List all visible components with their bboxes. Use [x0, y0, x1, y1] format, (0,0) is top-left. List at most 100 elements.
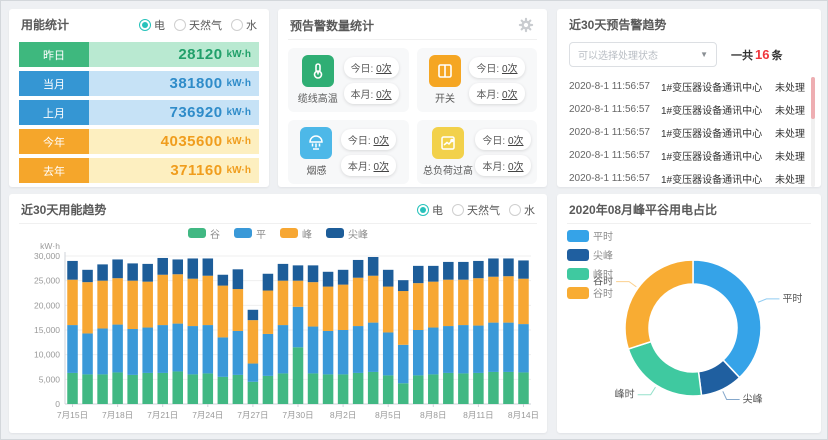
radio-electricity[interactable]: 电 — [417, 202, 443, 218]
stat-unit: kW·h — [226, 107, 251, 118]
alarm-device: 1#变压器设备通讯中心 — [661, 129, 763, 140]
alarm-trend-title: 近30天预告警趋势 — [569, 18, 667, 32]
donut-chart-legend: 平时 尖峰 峰时 谷时 — [567, 228, 613, 300]
divider — [288, 39, 537, 40]
stat-row-last-month: 上月 736920 kW·h — [19, 100, 259, 125]
stat-value: 371160 — [170, 162, 223, 179]
svg-text:7月18日: 7月18日 — [102, 410, 133, 420]
alarm-status: 未处理 — [775, 83, 805, 94]
status-filter-select[interactable]: 可以选择处理状态 ▼ — [569, 42, 717, 67]
alarm-device: 1#变压器设备通讯中心 — [661, 106, 763, 117]
radio-label: 水 — [524, 204, 535, 217]
smoke-detector-icon — [300, 127, 333, 159]
alarm-card-overload: 总负荷过高 今日: 0次 本月: 0次 — [416, 120, 537, 184]
alarm-trend-panel: 近30天预告警趋势 可以选择处理状态 ▼ 一共 16 条 2020-8-1 11:5… — [557, 9, 821, 187]
legend-item-尖峰[interactable]: 尖峰 — [567, 247, 613, 262]
svg-text:7月30日: 7月30日 — [282, 410, 313, 420]
legend-item-谷[interactable]: 谷 — [188, 226, 220, 241]
stat-label: 上月 — [19, 100, 89, 125]
legend-label: 谷 — [210, 229, 220, 241]
legend-label: 峰时 — [593, 270, 613, 281]
settings-gear-icon[interactable] — [517, 16, 535, 34]
radio-water[interactable]: 水 — [509, 202, 535, 218]
radio-icon — [452, 203, 464, 216]
svg-text:25,000: 25,000 — [34, 276, 60, 286]
svg-text:8月11日: 8月11日 — [463, 410, 494, 420]
scrollbar-thumb[interactable] — [811, 77, 815, 119]
alarm-card-label: 总负荷过高 — [422, 166, 473, 177]
today-count-pill: 今日: 0次 — [343, 56, 399, 78]
alarm-row[interactable]: 2020-8-1 11:56:57 1#变压器设备通讯中心 未处理 — [569, 121, 805, 144]
switch-icon — [428, 55, 461, 87]
legend-item-峰[interactable]: 峰 — [280, 226, 312, 241]
legend-label: 平 — [256, 229, 266, 241]
alarm-count-panel: 预告警数量统计 缆线高温 — [278, 9, 547, 187]
legend-item-尖峰[interactable]: 尖峰 — [326, 226, 368, 241]
alarm-total-count: 16 — [755, 46, 770, 62]
month-count-link[interactable]: 0次 — [376, 89, 392, 101]
alarm-row[interactable]: 2020-8-1 11:56:57 1#变压器设备通讯中心 未处理 — [569, 144, 805, 167]
alarm-device: 1#变压器设备通讯中心 — [661, 175, 763, 186]
legend-swatch — [567, 229, 589, 242]
alarm-row[interactable]: 2020-8-1 11:56:57 1#变压器设备通讯中心 未处理 — [569, 98, 805, 121]
today-count-link[interactable]: 0次 — [373, 135, 390, 147]
legend-label: 谷时 — [593, 289, 613, 300]
status-filter-placeholder: 可以选择处理状态 — [578, 51, 658, 62]
stat-row-last-year: 去年 371160 kW·h — [19, 158, 259, 183]
alarm-time: 2020-8-1 11:56:57 — [569, 127, 650, 138]
month-count-link[interactable]: 0次 — [373, 161, 390, 173]
month-count-link[interactable]: 0次 — [501, 89, 518, 101]
today-count-pill: 今日: 0次 — [469, 56, 525, 78]
month-count-pill: 本月: 0次 — [343, 82, 399, 104]
legend-label: 尖峰 — [348, 229, 368, 241]
radio-selected-icon — [139, 18, 151, 31]
donut-panel: 2020年08月峰平谷用电占比 平时 尖峰 峰时 谷时 平时 尖峰 峰时 谷时 — [557, 194, 821, 433]
legend-item-平时[interactable]: 平时 — [567, 228, 613, 243]
legend-swatch — [567, 286, 589, 299]
alarm-status: 未处理 — [775, 152, 805, 163]
svg-text:8月14日: 8月14日 — [508, 410, 539, 420]
radio-water[interactable]: 水 — [231, 17, 257, 33]
alarm-time: 2020-8-1 11:56:57 — [569, 173, 650, 184]
alarm-status: 未处理 — [775, 106, 805, 117]
legend-item-平[interactable]: 平 — [234, 226, 266, 241]
month-count-link[interactable]: 0次 — [507, 161, 524, 173]
stat-label: 昨日 — [19, 42, 89, 67]
alarm-card-label: 缆线高温 — [297, 94, 338, 105]
alarm-total-line: 一共 16 条 — [731, 46, 783, 62]
alarm-count-title: 预告警数量统计 — [290, 18, 375, 33]
radio-icon — [231, 18, 243, 31]
alarm-status: 未处理 — [775, 175, 805, 186]
stat-row-current-month: 当月 381800 kW·h — [19, 71, 259, 96]
legend-swatch — [234, 228, 252, 238]
legend-label: 平时 — [593, 232, 613, 243]
radio-electricity[interactable]: 电 — [139, 17, 165, 33]
month-count-pill: 本月: 0次 — [469, 82, 525, 104]
radio-selected-icon — [417, 203, 429, 216]
radio-gas[interactable]: 天然气 — [452, 202, 500, 218]
alarm-card-cable-temp: 缆线高温 今日: 0次 本月: 0次 — [288, 48, 409, 112]
legend-swatch — [567, 267, 589, 280]
alarm-row[interactable]: 2020-8-1 11:56:57 1#变压器设备通讯中心 未处理 — [569, 167, 805, 190]
svg-text:kW·h: kW·h — [40, 241, 60, 251]
today-count-link[interactable]: 0次 — [501, 63, 518, 75]
svg-text:8月8日: 8月8日 — [420, 410, 446, 420]
today-count-link[interactable]: 0次 — [507, 135, 524, 147]
legend-item-峰时[interactable]: 峰时 — [567, 266, 613, 281]
stat-label: 今年 — [19, 129, 89, 154]
energy-stats-title: 用能统计 — [21, 18, 70, 32]
svg-text:7月15日: 7月15日 — [57, 410, 88, 420]
today-count-link[interactable]: 0次 — [376, 63, 392, 75]
legend-label: 尖峰 — [593, 251, 613, 262]
radio-gas[interactable]: 天然气 — [174, 17, 222, 33]
usage-trend-panel: 近30天用能趋势 电 天然气 水 谷 平 峰 尖峰 0 5,000 10,000 15,00… — [9, 194, 547, 433]
svg-text:0: 0 — [55, 399, 60, 409]
stat-value: 4035600 — [160, 133, 223, 150]
alarm-row[interactable]: 2020-8-1 11:56:57 1#变压器设备通讯中心 未处理 — [569, 75, 805, 98]
donut-chart-area: 平时 尖峰 峰时 谷时 平时 尖峰 峰时 谷时 — [557, 224, 821, 424]
legend-item-谷时[interactable]: 谷时 — [567, 285, 613, 300]
scrollbar-track — [811, 77, 815, 187]
alarm-device: 1#变压器设备通讯中心 — [661, 83, 763, 94]
bar-chart-legend: 谷 平 峰 尖峰 — [9, 224, 547, 241]
